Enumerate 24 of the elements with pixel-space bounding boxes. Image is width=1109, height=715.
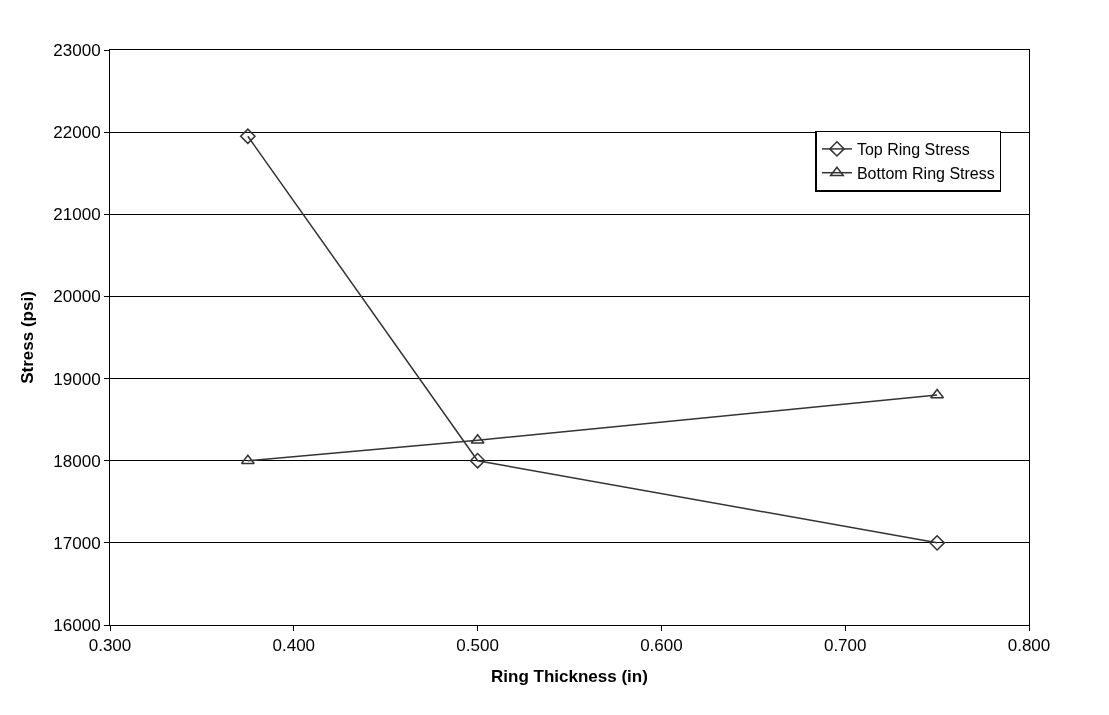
point xyxy=(240,454,255,465)
point xyxy=(239,128,256,145)
legend-label: Top Ring Stress xyxy=(856,141,970,159)
y-tick-label: 23000 xyxy=(53,40,101,60)
x-tick-label: 0.500 xyxy=(456,636,499,656)
legend-label: Bottom Ring Stress xyxy=(856,164,995,182)
x-axis-title: Ring Thickness (in) xyxy=(491,666,648,686)
x-tick-label: 0.300 xyxy=(88,636,132,656)
y-tick-label: 20000 xyxy=(53,287,101,307)
y-tick-label: 19000 xyxy=(53,369,101,389)
y-tick-label: 17000 xyxy=(53,533,101,553)
y-tick-label: 21000 xyxy=(53,205,101,225)
x-tick-label: 0.600 xyxy=(640,636,683,656)
point xyxy=(930,388,945,399)
x-tick-label: 0.400 xyxy=(272,636,316,656)
point xyxy=(470,433,485,444)
x-tick-label: 0.700 xyxy=(823,636,867,656)
y-tick-label: 22000 xyxy=(53,123,101,143)
point xyxy=(469,452,486,469)
y-axis-title: Stress (psi) xyxy=(17,291,37,384)
x-tick-label: 0.800 xyxy=(1007,636,1051,656)
point xyxy=(929,534,945,551)
y-tick-label: 16000 xyxy=(53,615,101,635)
y-tick-label: 18000 xyxy=(53,451,101,471)
